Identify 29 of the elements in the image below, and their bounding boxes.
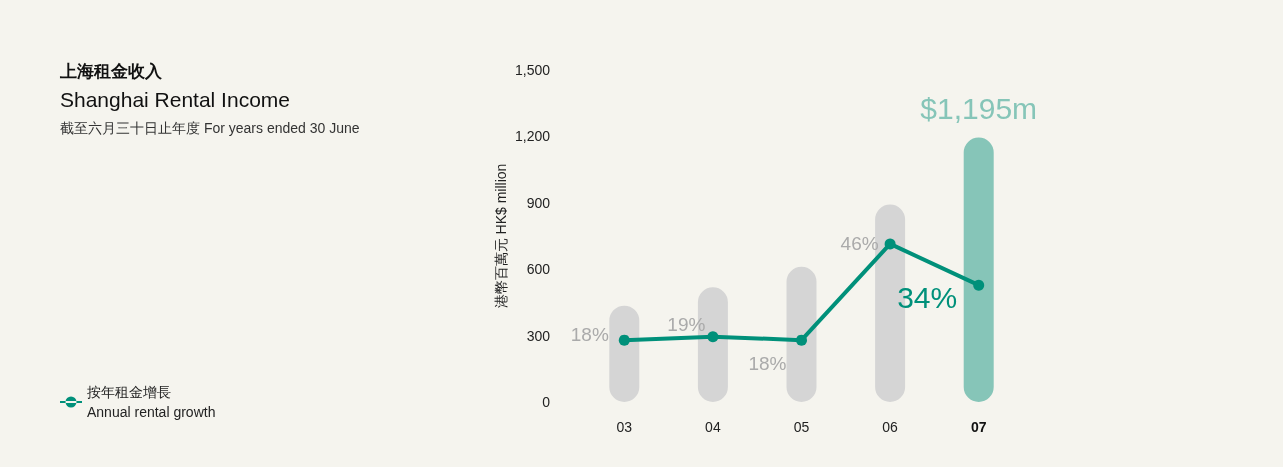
bar <box>609 305 640 402</box>
y-tick-label: 900 <box>526 194 551 211</box>
point <box>618 334 630 346</box>
text: 上海租金收入 Shanghai Rental Income <box>59 62 290 111</box>
data-label: 18% <box>570 323 609 345</box>
x-tick-label: 03 <box>616 419 633 435</box>
y-axis-title: 港幣百萬元 HK$ million <box>493 163 509 309</box>
bar <box>963 137 994 402</box>
x-tick-label: 07 <box>970 419 987 435</box>
point <box>796 334 807 346</box>
x-tick-label: 04 <box>705 419 721 435</box>
y-tick-label: 1,200 <box>514 128 551 145</box>
point <box>973 279 985 291</box>
point <box>884 238 896 250</box>
data-label: 34% <box>897 280 958 314</box>
y-tick-label: 0 <box>542 394 551 410</box>
x-tick-label: 06 <box>882 419 899 435</box>
point <box>707 331 719 343</box>
data-label: 18% <box>748 352 787 374</box>
y-tick-label: 600 <box>526 261 551 278</box>
y-tick-label: 300 <box>526 327 551 344</box>
data-label: 19% <box>667 314 706 336</box>
text: 截至六月三十日止年度 For years ended 30 June <box>60 120 360 136</box>
x-tick-label: 05 <box>793 419 810 435</box>
y-tick-label: 1,500 <box>514 62 551 78</box>
data-label: 46% <box>840 233 879 255</box>
bar <box>786 266 817 402</box>
data-label: $1,195m <box>920 92 1038 126</box>
legend-label: 按年租金增長 Annual rental growth <box>87 384 216 420</box>
